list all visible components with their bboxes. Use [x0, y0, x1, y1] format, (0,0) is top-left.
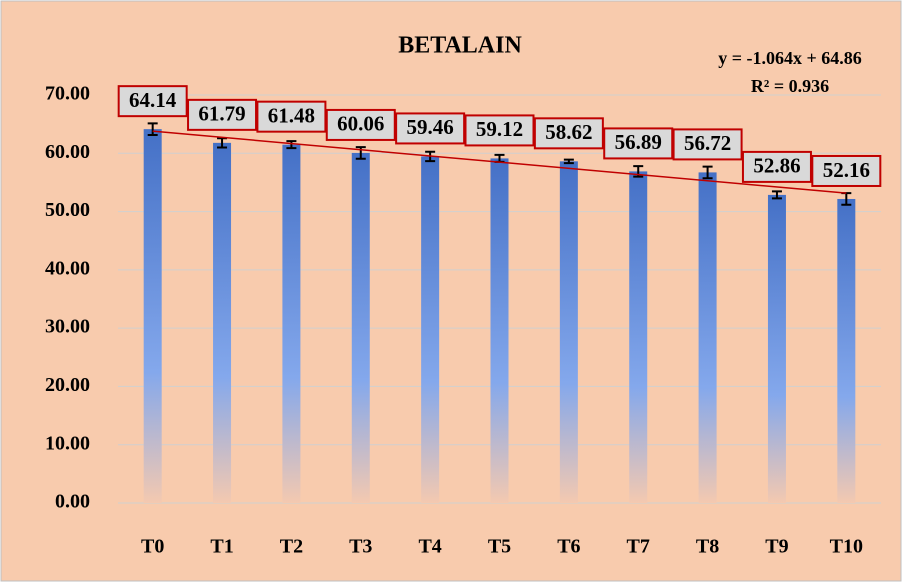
data-label-box [464, 114, 535, 147]
data-label-box [325, 108, 396, 141]
x-tick-label: T4 [418, 536, 441, 558]
x-tick-label: T3 [349, 536, 372, 558]
x-tick-label: T5 [488, 536, 511, 558]
data-label: 59.12 [476, 117, 523, 141]
y-tick-label: 70.00 [45, 83, 90, 105]
bar [143, 129, 162, 503]
y-tick-label: 60.00 [45, 141, 90, 163]
data-label: 61.79 [198, 102, 245, 126]
x-tick-label: T7 [627, 536, 650, 558]
x-tick-label: T0 [141, 536, 164, 558]
data-label-box [672, 128, 743, 161]
error-bar [286, 140, 297, 150]
data-label: 60.06 [337, 112, 384, 136]
bar [351, 152, 370, 503]
bar [559, 161, 578, 503]
bar [837, 198, 856, 503]
y-tick-label: 0.00 [55, 491, 90, 513]
data-label: 59.46 [407, 115, 454, 139]
trendline [152, 130, 847, 194]
x-tick-label: T6 [557, 536, 580, 558]
bar [767, 194, 786, 503]
data-label: 56.89 [615, 130, 662, 154]
data-label: 56.72 [684, 131, 731, 155]
x-tick-label: T8 [696, 536, 719, 558]
y-tick-label: 10.00 [45, 432, 90, 454]
error-bar [771, 190, 782, 200]
error-bar [563, 158, 574, 165]
x-tick-label: T1 [210, 536, 233, 558]
data-label: 52.86 [753, 154, 800, 178]
y-tick-label: 20.00 [45, 374, 90, 396]
data-label: 61.48 [268, 103, 315, 127]
bar [698, 172, 717, 503]
data-label: 52.16 [823, 158, 870, 182]
bar [629, 171, 648, 503]
data-label-box [117, 85, 188, 118]
error-bar [702, 165, 713, 180]
x-tick-label: T10 [830, 536, 863, 558]
x-tick-label: T2 [280, 536, 303, 558]
x-tick-label: T9 [765, 536, 788, 558]
trendline-r-squared: R² = 0.936 [751, 76, 829, 96]
bar [490, 158, 509, 503]
chart-title: BETALAIN [398, 33, 522, 59]
trendline-equation: y = -1.064x + 64.86 [718, 48, 862, 68]
bar [421, 156, 440, 503]
data-label: 64.14 [129, 88, 177, 112]
data-label-box [187, 98, 258, 131]
data-label-box [603, 127, 674, 160]
bar [282, 144, 301, 503]
data-label-box [256, 100, 327, 133]
data-label-box [533, 117, 604, 150]
y-tick-label: 40.00 [45, 257, 90, 279]
y-tick-label: 50.00 [45, 199, 90, 221]
bar [213, 142, 232, 503]
data-label-box [741, 150, 812, 183]
y-tick-label: 30.00 [45, 316, 90, 338]
data-label-box [811, 154, 882, 187]
data-label: 58.62 [545, 120, 592, 144]
data-label-box [395, 112, 466, 145]
error-bar [147, 122, 158, 136]
